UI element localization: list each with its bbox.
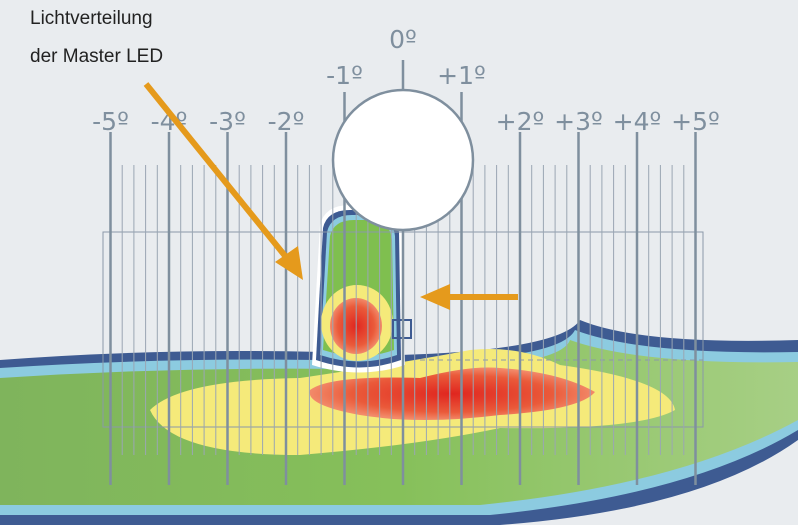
arrow-to-master-led xyxy=(143,82,303,280)
tick-label: -3º xyxy=(209,107,246,136)
tick-label: +1º xyxy=(437,61,486,90)
arrow-left xyxy=(420,284,518,310)
title-line-2: der Master LED xyxy=(30,46,164,67)
tick-label: -5º xyxy=(92,107,129,136)
tick-label: +3º xyxy=(554,107,603,136)
title-line-1: Lichtverteilung xyxy=(30,8,153,29)
reference-circle xyxy=(331,88,475,232)
grid-lines xyxy=(109,60,697,485)
tick-label: -1º xyxy=(326,61,363,90)
tick-label: +2º xyxy=(496,107,545,136)
tick-label: -2º xyxy=(268,107,305,136)
tick-label: 0º xyxy=(389,25,417,54)
tick-label: +4º xyxy=(613,107,662,136)
tick-label: +5º xyxy=(671,107,720,136)
hot-zone xyxy=(309,367,595,420)
